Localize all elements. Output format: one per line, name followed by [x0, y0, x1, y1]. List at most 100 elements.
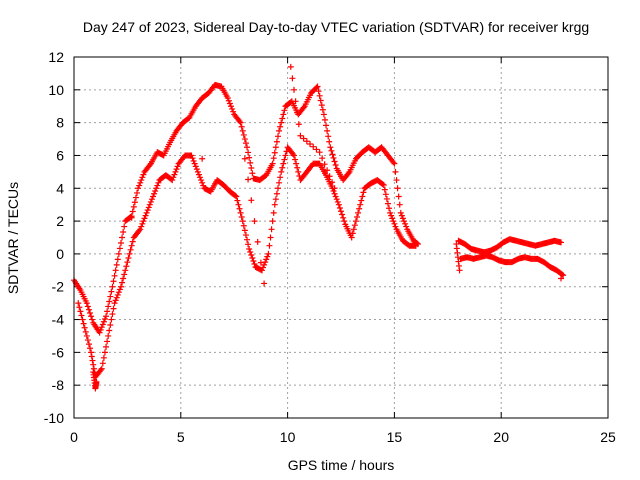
data-point [129, 208, 136, 215]
data-point [310, 143, 317, 150]
data-point [338, 208, 344, 215]
data-point [104, 338, 111, 345]
data-point [227, 103, 234, 110]
data-point [300, 104, 307, 111]
y-tick-label: 10 [48, 82, 64, 98]
data-point [278, 168, 285, 175]
data-point [242, 140, 249, 147]
data-point [115, 289, 122, 296]
data-point [245, 241, 252, 248]
data-point [120, 229, 127, 236]
data-point [240, 131, 247, 138]
data-point [328, 147, 335, 154]
data-point [324, 167, 331, 174]
data-point [263, 256, 270, 263]
data-point [249, 170, 256, 177]
data-point [270, 155, 277, 162]
data-point [77, 308, 84, 315]
data-point [245, 176, 252, 183]
data-point [249, 255, 256, 262]
data-point [331, 158, 338, 165]
data-point [330, 154, 337, 161]
data-point [88, 313, 95, 320]
data-point [195, 171, 202, 178]
data-point [356, 205, 363, 212]
data-point [127, 213, 134, 220]
data-point [87, 345, 94, 352]
data-point [174, 163, 181, 170]
data-point [137, 226, 144, 233]
data-point [241, 155, 248, 162]
data-point [104, 308, 111, 315]
data-point [126, 250, 133, 257]
data-point [393, 177, 400, 184]
data-point [190, 157, 197, 164]
data-point [392, 223, 399, 230]
data-point [99, 360, 106, 367]
data-point [116, 286, 123, 293]
data-point [172, 168, 179, 175]
data-point [188, 152, 195, 159]
data-point [85, 306, 92, 313]
data-point [106, 298, 113, 305]
data-point [103, 313, 110, 320]
data-point [89, 316, 96, 323]
data-point [90, 361, 97, 368]
data-point [272, 196, 279, 203]
data-point [233, 193, 240, 200]
data-point [85, 341, 92, 348]
data-point [117, 239, 124, 246]
data-point [389, 215, 396, 222]
data-point [109, 283, 116, 290]
data-point [383, 195, 390, 202]
data-point [399, 215, 406, 222]
data-point [108, 288, 115, 295]
data-point [238, 213, 245, 220]
data-point [135, 185, 142, 192]
x-tick-label: 20 [493, 429, 509, 445]
data-point [131, 199, 138, 206]
data-point [116, 245, 123, 252]
x-tick-label: 25 [600, 429, 616, 445]
data-point [398, 212, 405, 219]
data-point [88, 353, 95, 360]
data-point [320, 111, 327, 118]
data-point [146, 162, 153, 169]
data-point [141, 215, 148, 222]
data-point [143, 209, 150, 216]
data-point [110, 305, 117, 312]
data-point [117, 283, 124, 290]
data-point [412, 242, 419, 249]
data-point [103, 343, 110, 350]
data-point [88, 349, 95, 356]
data-point [154, 182, 161, 189]
data-point [97, 326, 104, 333]
data-point [225, 97, 232, 104]
data-point [323, 122, 330, 129]
data-point [360, 189, 367, 196]
data-point [81, 324, 88, 331]
data-point [241, 136, 248, 143]
data-point [265, 250, 272, 257]
data-point [345, 170, 352, 177]
data-point [272, 144, 279, 151]
data-point [150, 193, 157, 200]
data-point [340, 214, 347, 221]
data-point [380, 181, 387, 188]
data-point [558, 239, 565, 246]
data-point [237, 119, 244, 126]
y-tick-label: -4 [52, 312, 65, 328]
data-point [330, 188, 337, 195]
data-point [313, 146, 320, 153]
data-point [97, 367, 104, 374]
data-point [113, 261, 120, 268]
data-point [318, 102, 325, 109]
data-point [558, 275, 565, 282]
data-point [246, 245, 253, 252]
data-point [354, 213, 361, 220]
data-point [334, 198, 341, 205]
data-point [273, 138, 280, 145]
data-point [279, 115, 286, 122]
data-point [132, 194, 139, 201]
